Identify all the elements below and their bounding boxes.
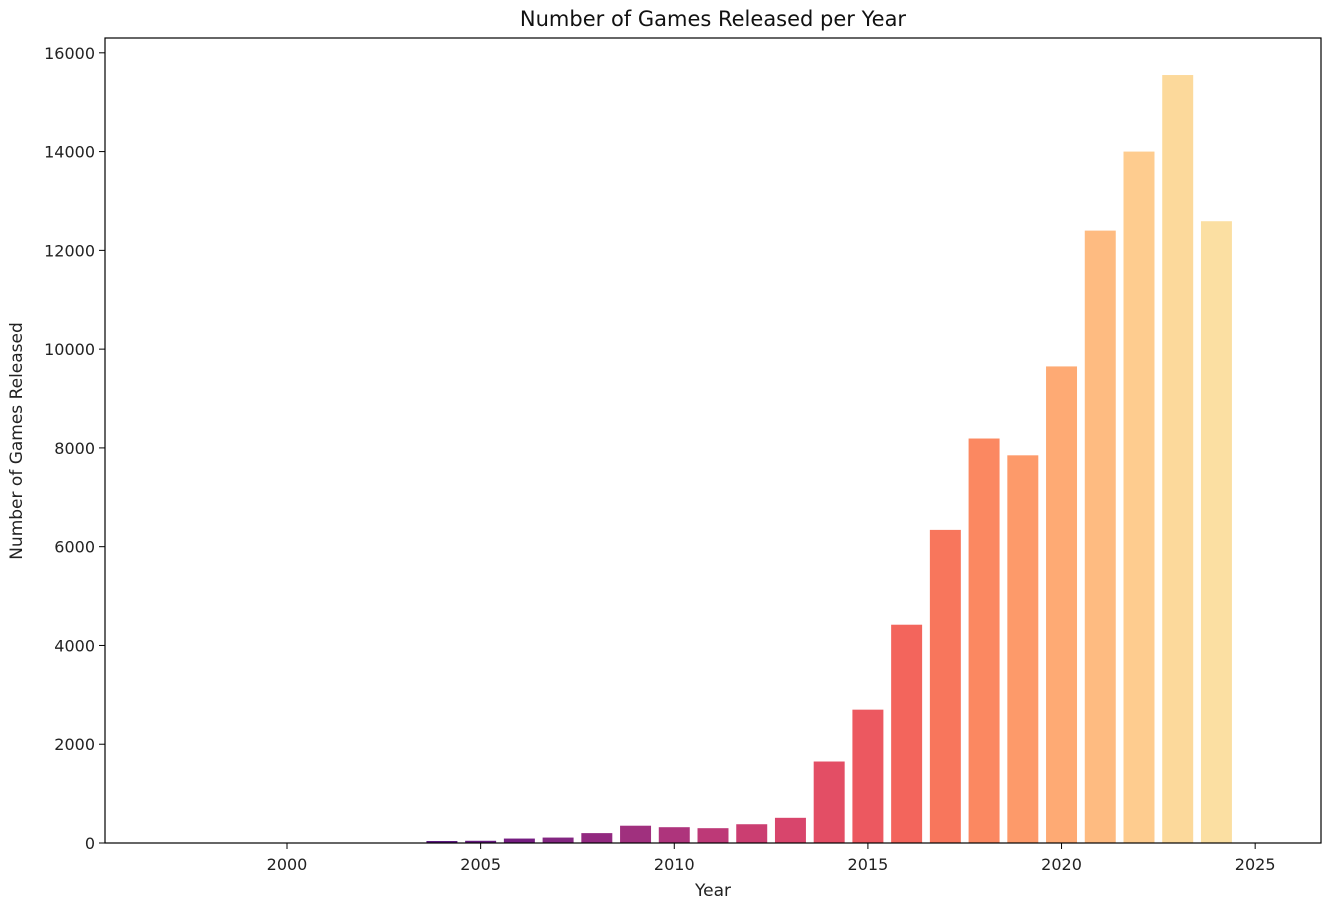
chart-title: Number of Games Released per Year xyxy=(520,7,907,31)
bar-2007 xyxy=(542,837,574,843)
y-tick-label: 6000 xyxy=(54,538,95,557)
bar-2021 xyxy=(1084,230,1116,844)
bar-2023 xyxy=(1162,75,1194,844)
bar-2022 xyxy=(1123,151,1155,844)
y-tick-label: 16000 xyxy=(44,44,95,63)
bar-2019 xyxy=(1007,455,1039,843)
y-tick-label: 8000 xyxy=(54,439,95,458)
x-tick-label: 2025 xyxy=(1235,855,1276,874)
x-tick-label: 2015 xyxy=(848,855,889,874)
y-axis-ticks: 0 2000 4000 6000 8000 10000 12000 14000 16000 xyxy=(44,44,105,853)
x-tick-label: 2000 xyxy=(267,855,308,874)
bar-2009 xyxy=(620,825,652,843)
x-tick-label: 2010 xyxy=(654,855,695,874)
x-axis-ticks: 2000 2005 2010 2015 2020 2025 xyxy=(267,843,1276,874)
plot-frame xyxy=(104,37,1322,844)
y-tick-label: 10000 xyxy=(44,340,95,359)
bar-2020 xyxy=(1046,366,1078,843)
x-tick-label: 2005 xyxy=(460,855,501,874)
x-tick-label: 2020 xyxy=(1041,855,1082,874)
bar-2005 xyxy=(465,840,497,843)
bar-2004 xyxy=(426,841,458,843)
bar-2014 xyxy=(813,761,845,843)
y-tick-label: 2000 xyxy=(54,735,95,754)
y-tick-label: 14000 xyxy=(44,143,95,162)
bar-2015 xyxy=(852,709,884,843)
bar-2010 xyxy=(658,827,690,843)
bar-2013 xyxy=(774,817,806,843)
bar-2018 xyxy=(968,438,1000,843)
bar-2016 xyxy=(891,624,923,843)
y-tick-label: 12000 xyxy=(44,241,95,260)
bar-2006 xyxy=(503,838,535,843)
bar-2012 xyxy=(736,824,768,843)
bars-group xyxy=(155,75,1232,844)
y-axis-title: Number of Games Released xyxy=(7,322,27,560)
y-tick-label: 4000 xyxy=(54,636,95,655)
y-tick-label: 0 xyxy=(85,834,95,853)
bar-2024 xyxy=(1200,221,1232,844)
x-axis-title: Year xyxy=(694,881,731,901)
bar-2017 xyxy=(929,529,961,843)
bar-2008 xyxy=(581,833,613,843)
bar-2011 xyxy=(697,828,729,843)
